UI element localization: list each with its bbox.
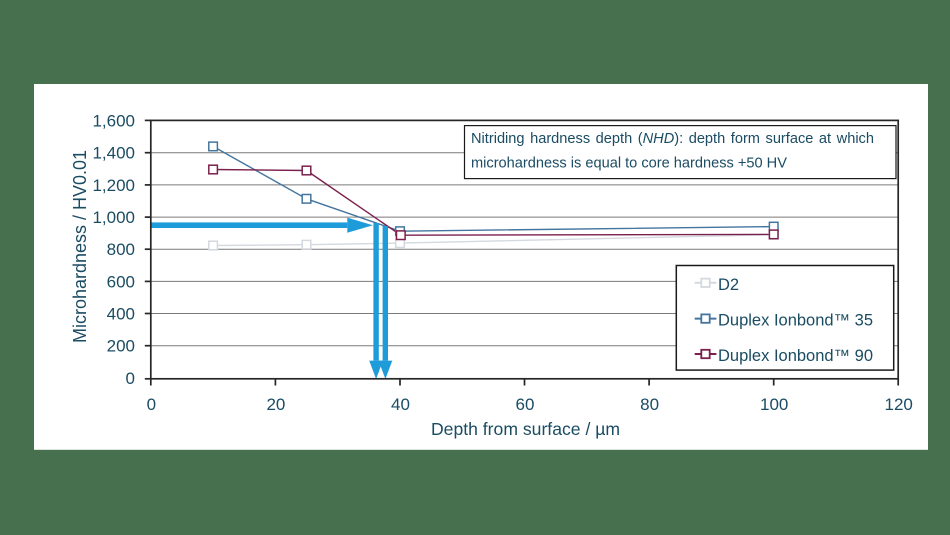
svg-text:Nitriding hardness depth (NHD): Nitriding hardness depth (NHD): depth fo…: [471, 131, 874, 147]
svg-text:Duplex Ionbond™ 35: Duplex Ionbond™ 35: [718, 312, 873, 330]
svg-text:800: 800: [107, 240, 135, 259]
svg-text:20: 20: [266, 395, 285, 414]
svg-text:40: 40: [391, 395, 410, 414]
svg-text:0: 0: [147, 395, 156, 414]
svg-text:Duplex Ionbond™ 90: Duplex Ionbond™ 90: [718, 347, 873, 365]
svg-text:D2: D2: [718, 276, 739, 294]
svg-text:1,000: 1,000: [92, 208, 135, 227]
svg-text:microhardness is equal to core: microhardness is equal to core hardness …: [471, 155, 787, 171]
svg-text:1,600: 1,600: [92, 111, 135, 130]
svg-text:120: 120: [885, 395, 913, 414]
svg-text:60: 60: [516, 395, 535, 414]
svg-text:400: 400: [107, 305, 135, 324]
svg-text:100: 100: [760, 395, 788, 414]
svg-text:Microhardness / HV0.01: Microhardness / HV0.01: [70, 150, 90, 343]
svg-text:0: 0: [126, 369, 135, 388]
svg-text:600: 600: [107, 272, 135, 291]
svg-text:80: 80: [640, 395, 659, 414]
svg-text:Depth from surface / µm: Depth from surface / µm: [431, 419, 620, 439]
svg-text:1,400: 1,400: [92, 144, 135, 163]
svg-text:200: 200: [107, 337, 135, 356]
svg-text:1,200: 1,200: [92, 176, 135, 195]
